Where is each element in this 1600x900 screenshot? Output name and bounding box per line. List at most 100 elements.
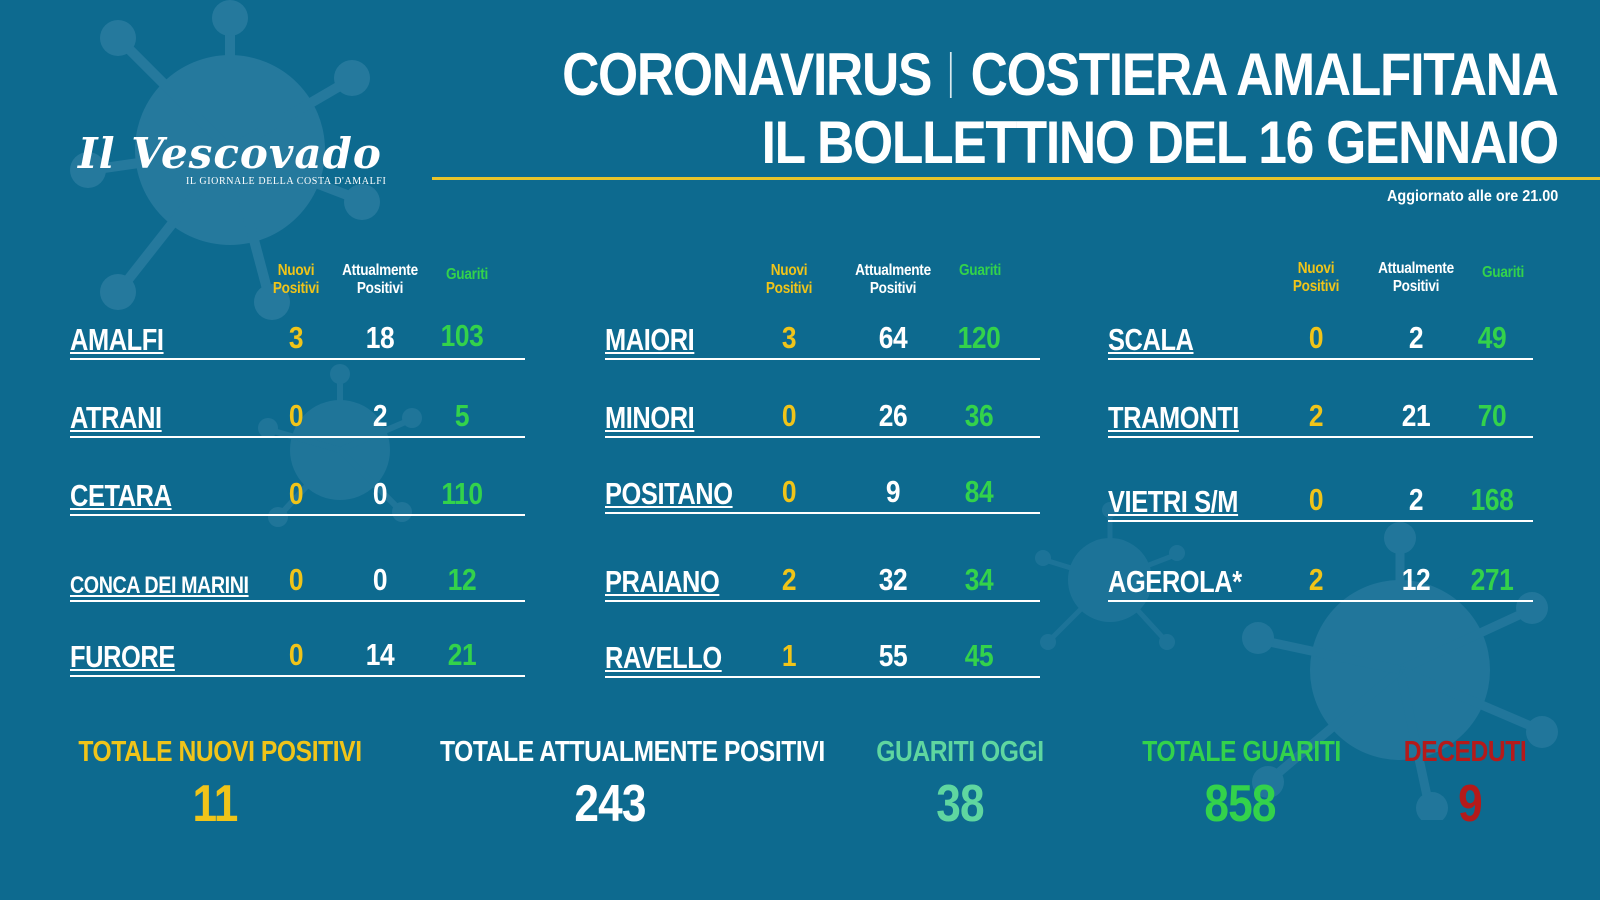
guariti-value: 36 (964, 398, 994, 433)
table-row: CONCA DEI MARINI 0 0 12 (70, 552, 525, 602)
table-row: AMALFI 3 18 103 (70, 310, 525, 360)
table-row: AGEROLA* 2 12 271 (1108, 552, 1533, 602)
page-subtitle: IL BOLLETTINO DEL 16 GENNAIO (761, 109, 1560, 176)
row-divider (1108, 600, 1533, 602)
table-column-1: Nuovi Positivi Attualmente Positivi Guar… (70, 0, 525, 700)
nuovi-value: 3 (288, 320, 304, 355)
header-nuovi-positivi: Nuovi Positivi (765, 262, 813, 297)
nuovi-value: 0 (1308, 482, 1324, 517)
nuovi-value: 1 (781, 638, 797, 673)
attualmente-value: 55 (878, 638, 908, 673)
guariti-value: 12 (447, 562, 477, 597)
table-row: TRAMONTI 2 21 70 (1108, 388, 1533, 438)
table-row: SCALA 0 2 49 (1108, 310, 1533, 360)
guariti-oggi-label: GUARITI OGGI (876, 736, 1044, 768)
nuovi-value: 0 (781, 474, 797, 509)
row-divider (1108, 358, 1533, 360)
guariti-value: 49 (1477, 320, 1507, 355)
logo-name: Il Vescovado (78, 129, 382, 178)
row-divider (70, 675, 525, 677)
guariti-value: 103 (440, 318, 484, 353)
logo: Il Vescovado IL GIORNALE DELLA COSTA D'A… (78, 132, 408, 192)
row-divider (70, 436, 525, 438)
deceduti-value: 9 (1458, 775, 1483, 833)
town-name: MAIORI (605, 322, 695, 357)
nuovi-value: 0 (288, 476, 304, 511)
town-name: FURORE (70, 639, 175, 674)
title-region: COSTIERA AMALFITANA (971, 41, 1559, 108)
nuovi-value: 3 (781, 320, 797, 355)
attualmente-value: 0 (372, 562, 388, 597)
table-column-3: Nuovi Positivi Attualmente Positivi Guar… (1108, 0, 1533, 700)
guariti-value: 271 (1470, 562, 1514, 597)
attualmente-value: 21 (1401, 398, 1431, 433)
guariti-value: 168 (1470, 482, 1514, 517)
title-coronavirus: CORONAVIRUS (562, 41, 932, 108)
town-name: SCALA (1108, 322, 1194, 357)
header-attualmente-positivi: Attualmente Positivi (855, 262, 931, 297)
title-divider (432, 177, 1600, 180)
attualmente-value: 18 (365, 320, 395, 355)
nuovi-value: 0 (288, 398, 304, 433)
row-divider (70, 514, 525, 516)
town-name: MINORI (605, 400, 695, 435)
nuovi-value: 0 (1308, 320, 1324, 355)
town-name: RAVELLO (605, 640, 722, 675)
header-attualmente-positivi: Attualmente Positivi (1378, 260, 1454, 295)
town-name: POSITANO (605, 476, 733, 511)
table-row: ATRANI 0 2 5 (70, 388, 525, 438)
table-row: VIETRI S/M 0 2 168 (1108, 472, 1533, 522)
total-nuovi-label: TOTALE NUOVI POSITIVI (78, 736, 362, 768)
updated-timestamp: Aggiornato alle ore 21.00 (1386, 188, 1558, 205)
table-row: RAVELLO 1 55 45 (605, 628, 1040, 678)
table-row: MINORI 0 26 36 (605, 388, 1040, 438)
town-name: AMALFI (70, 322, 164, 357)
page-title: CORONAVIRUS COSTIERA AMALFITANA (562, 40, 1559, 109)
attualmente-value: 12 (1401, 562, 1431, 597)
table-row: PRAIANO 2 32 34 (605, 552, 1040, 602)
row-divider (70, 358, 525, 360)
town-name: CETARA (70, 478, 172, 513)
attualmente-value: 14 (365, 637, 395, 672)
row-divider (605, 600, 1040, 602)
total-guariti-value: 858 (1204, 775, 1276, 833)
town-name: CONCA DEI MARINI (70, 572, 249, 599)
guariti-value: 34 (964, 562, 994, 597)
town-name: TRAMONTI (1108, 400, 1239, 435)
attualmente-value: 32 (878, 562, 908, 597)
deceduti-label: DECEDUTI (1403, 736, 1527, 768)
table-column-2: Nuovi Positivi Attualmente Positivi Guar… (605, 0, 1040, 700)
attualmente-value: 9 (885, 474, 901, 509)
guariti-value: 5 (454, 398, 470, 433)
total-attualmente-value: 243 (574, 775, 646, 833)
nuovi-value: 0 (781, 398, 797, 433)
logo-tagline: IL GIORNALE DELLA COSTA D'AMALFI (186, 176, 387, 187)
guariti-value: 110 (441, 476, 483, 511)
attualmente-value: 2 (1408, 482, 1424, 517)
title-separator (950, 51, 953, 98)
header-nuovi-positivi: Nuovi Positivi (272, 262, 320, 297)
attualmente-value: 2 (1408, 320, 1424, 355)
row-divider (605, 358, 1040, 360)
attualmente-value: 0 (372, 476, 388, 511)
nuovi-value: 2 (1308, 398, 1324, 433)
header-guariti: Guariti (445, 266, 489, 283)
town-name: AGEROLA* (1108, 564, 1242, 599)
town-name: VIETRI S/M (1108, 484, 1239, 519)
row-divider (1108, 436, 1533, 438)
header-nuovi-positivi: Nuovi Positivi (1292, 260, 1340, 295)
row-divider (605, 436, 1040, 438)
table-row: FURORE 0 14 21 (70, 627, 525, 677)
guariti-value: 120 (957, 320, 1001, 355)
attualmente-value: 64 (878, 320, 908, 355)
town-name: ATRANI (70, 400, 162, 435)
nuovi-value: 0 (288, 637, 304, 672)
guariti-value: 45 (964, 638, 994, 673)
table-row: CETARA 0 0 110 (70, 466, 525, 516)
attualmente-value: 2 (372, 398, 388, 433)
guariti-value: 21 (447, 637, 477, 672)
guariti-oggi-value: 38 (936, 775, 984, 833)
header-guariti: Guariti (958, 262, 1002, 279)
attualmente-value: 26 (878, 398, 908, 433)
total-nuovi-value: 11 (192, 775, 238, 833)
